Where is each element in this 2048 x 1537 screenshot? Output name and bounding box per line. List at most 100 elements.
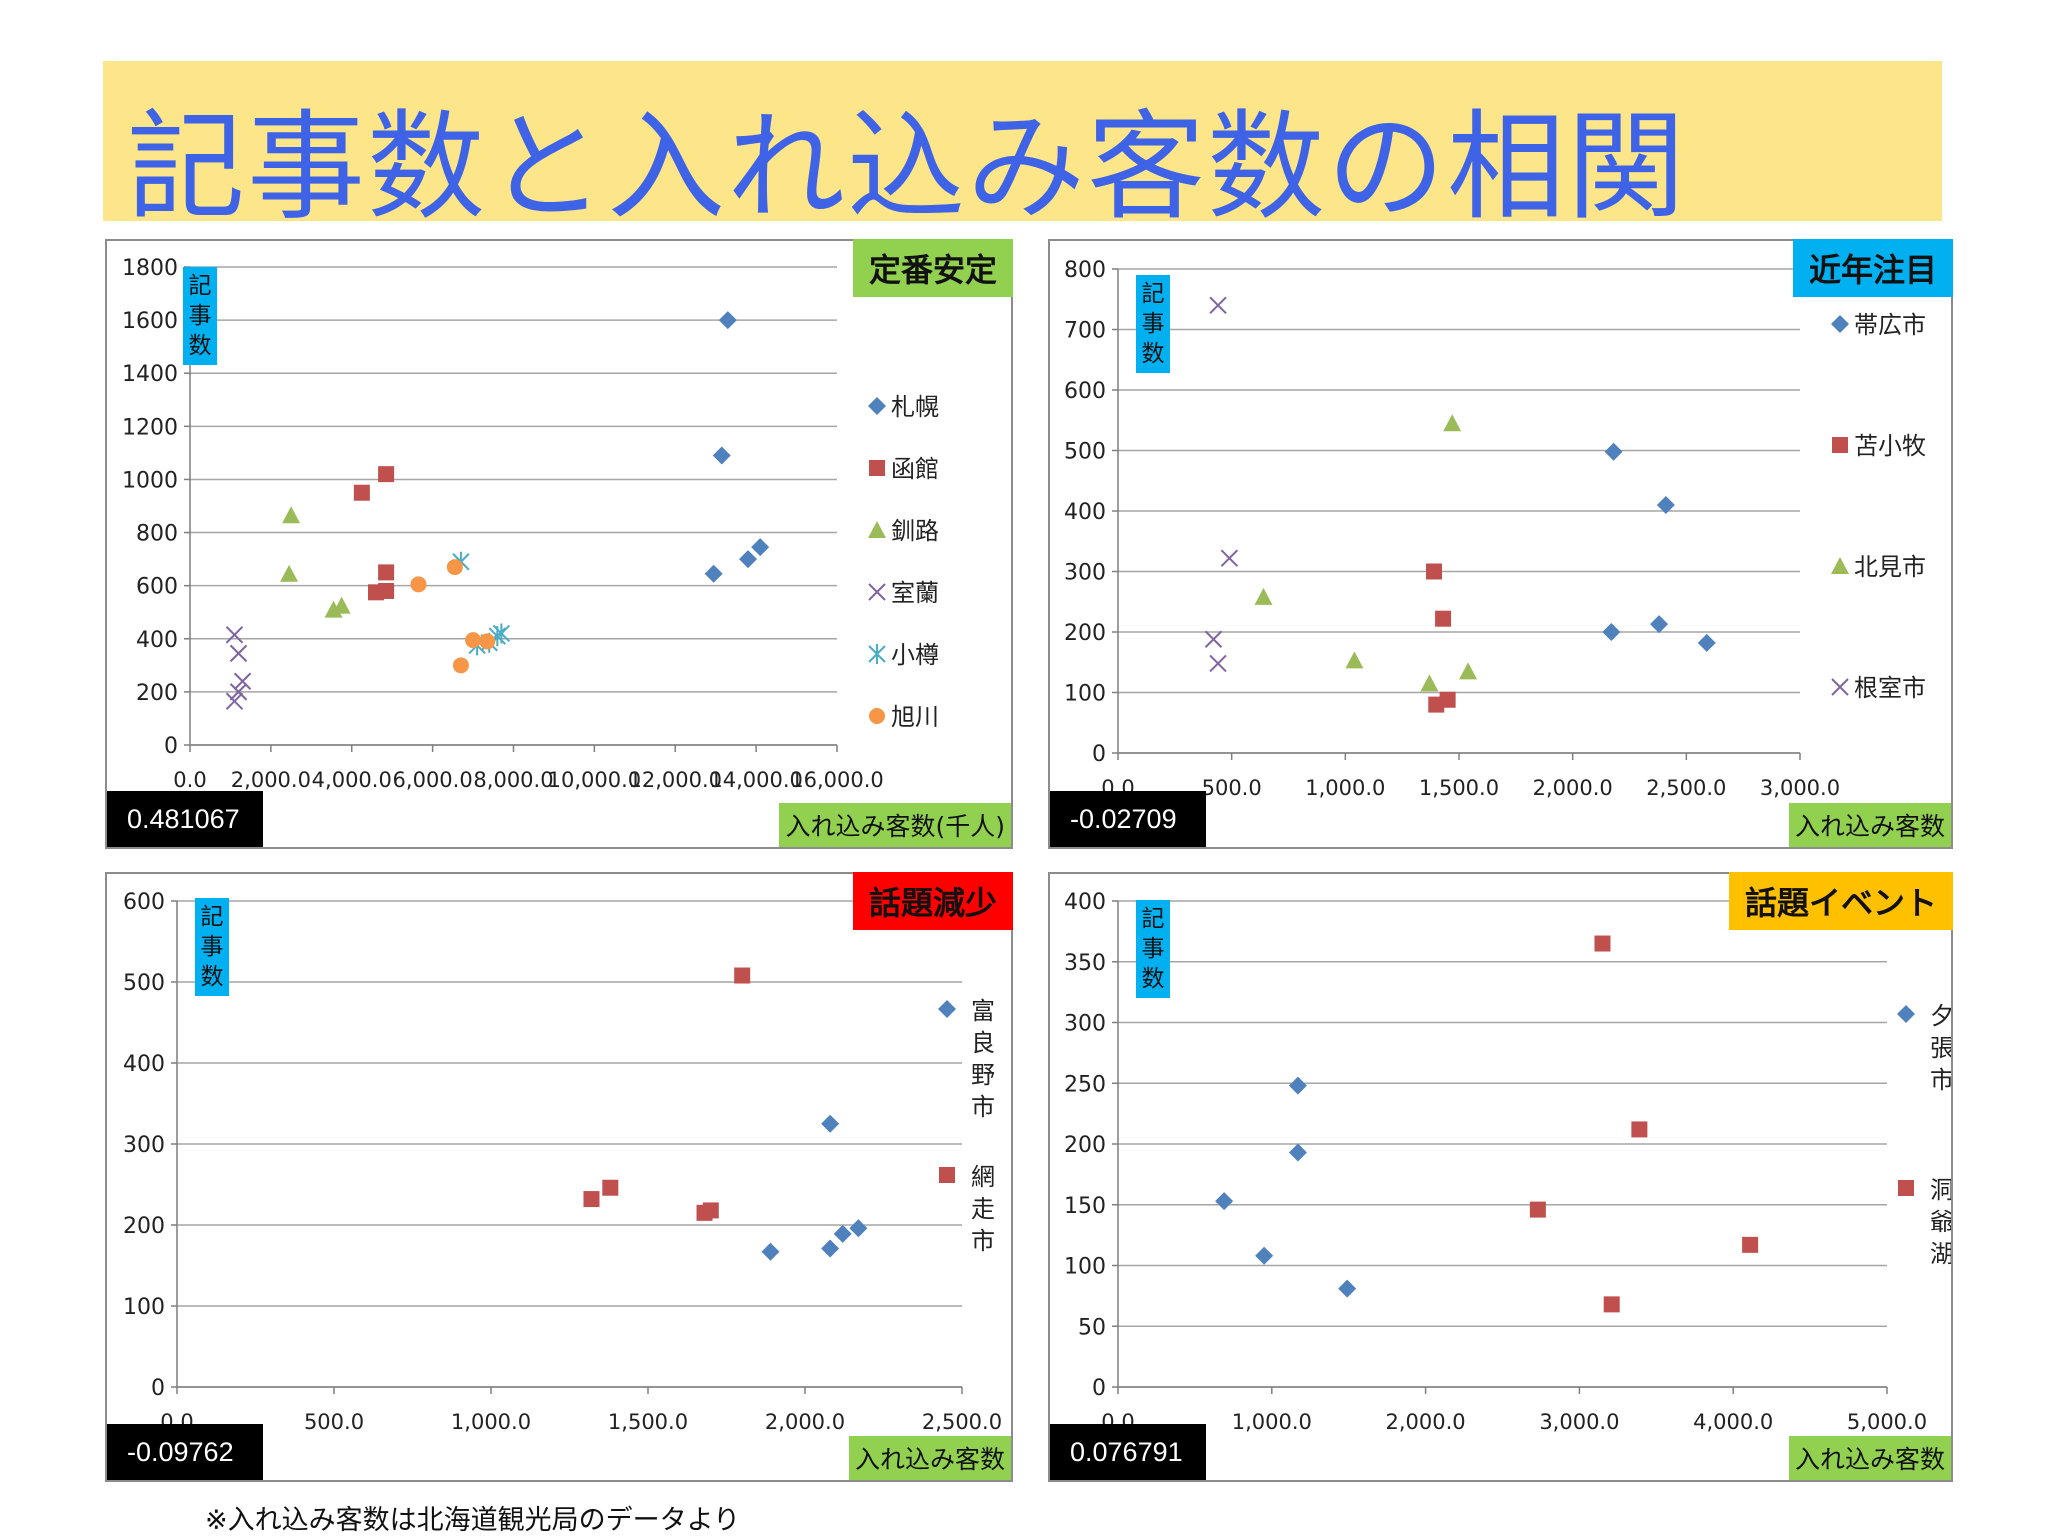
data-point [1220,549,1239,567]
x-tick-label: 5,000.0 [1847,1410,1927,1434]
chart-panel-wadai-event: 0 50 100 150 200 250 300 350 400 0.0 1,000.0 2,000.… [1048,872,1953,1482]
x-tick-label: 1,000.0 [451,1410,531,1434]
data-point [378,466,395,483]
data-point [1209,654,1227,673]
legend-marker [869,460,885,476]
y-tick-label: 0 [1092,742,1106,767]
legend-label: 札幌 [891,393,939,421]
data-point [1204,630,1223,648]
x-tick-label: 1,500.0 [1419,776,1499,800]
data-point [479,633,496,650]
legend-marker [1898,1180,1914,1196]
data-point [410,576,427,593]
y-tick-label: 600 [1064,379,1106,404]
data-point [1209,296,1227,315]
data-point [1603,1296,1620,1313]
data-point [233,672,252,690]
data-point [1215,1192,1234,1211]
data-point [702,1202,719,1219]
x-tick-label: 8,000.0 [473,768,553,792]
legend-label: 洞爺湖 [1930,1176,1951,1268]
x-tick-label: 2,000.0 [1386,1410,1466,1434]
y-tick-label: 1000 [122,468,178,493]
data-point [1254,587,1273,605]
chart-tag: 定番安定 [852,239,1013,297]
x-axis-label: 入れ込み客数 [848,1436,1011,1480]
data-point [280,564,299,582]
data-point [1288,1143,1307,1162]
data-point [229,644,248,663]
data-point [833,1224,852,1243]
series-2 [1254,414,1478,692]
legend-marker [868,583,886,601]
data-point [821,1114,840,1133]
x-tick-label: 3,000.0 [1760,776,1840,800]
legend-marker [1831,557,1849,574]
x-tick-label: 12,000.0 [628,768,722,792]
data-point [1459,662,1478,680]
legend-label: 旭川 [891,703,939,731]
data-point [734,967,751,984]
chart-tag: 話題イベント [1728,872,1953,930]
y-tick-label: 250 [1064,1072,1106,1097]
y-axis-label: 記事数 [183,267,217,365]
x-tick-label: 16,000.0 [790,768,884,792]
legend-marker [869,708,885,724]
legend-marker [939,1167,955,1183]
y-axis-label: 記事数 [1136,900,1170,998]
y-tick-label: 350 [1064,951,1106,976]
legend-marker [1832,437,1848,453]
legend-label: 函館 [891,455,939,483]
legend-marker [938,1000,956,1018]
data-point [712,446,731,465]
footnote: ※入れ込み客数は北海道観光局のデータより [205,1505,741,1536]
y-tick-label: 200 [123,1214,165,1239]
y-tick-label: 200 [1064,621,1106,646]
y-tick-label: 1200 [122,415,178,440]
y-tick-label: 600 [123,890,165,915]
x-tick-label: 2,000.0 [1533,776,1613,800]
legend-marker [868,644,886,664]
series-1 [583,967,751,1221]
data-point [1594,935,1611,952]
legend-label: 小樽 [891,641,939,669]
data-point [1255,1246,1274,1265]
y-tick-label: 0 [164,734,178,759]
data-point [229,683,248,701]
legend-label: 富良野市 [971,997,995,1121]
series-0 [704,311,770,583]
chart-tag: 話題減少 [852,872,1013,930]
x-tick-label: 0.0 [173,768,206,792]
data-point [849,1219,868,1238]
y-tick-label: 800 [136,522,178,547]
data-point [465,632,482,649]
page-title: 記事数と入れ込み客数の相関 [127,98,1688,236]
correlation-value: -0.02709 [1050,791,1206,847]
series-1 [1425,563,1456,713]
y-tick-label: 400 [1064,500,1106,525]
x-tick-label: 4,000.0 [312,768,392,792]
legend-marker [868,521,886,538]
data-point [225,626,244,644]
data-point [1656,495,1675,514]
data-point [704,564,723,583]
y-tick-label: 150 [1064,1194,1106,1219]
data-point [761,1242,780,1261]
y-tick-label: 400 [123,1052,165,1077]
x-tick-label: 1,000.0 [1305,776,1385,800]
chart-tag: 近年注目 [1792,239,1953,297]
legend-label: 夕張市 [1930,1002,1951,1094]
data-point [1288,1076,1307,1095]
x-tick-label: 3,000.0 [1539,1410,1619,1434]
data-point [1435,610,1452,627]
correlation-value: 0.076791 [1050,1424,1206,1480]
data-point [739,550,758,569]
y-tick-label: 100 [1064,682,1106,707]
x-tick-label: 2,500.0 [922,1410,1002,1434]
x-tick-label: 500.0 [1202,776,1262,800]
legend-marker [868,397,886,415]
y-tick-label: 500 [1064,440,1106,465]
series-3 [1204,296,1239,673]
legend-label: 釧路 [891,517,939,545]
